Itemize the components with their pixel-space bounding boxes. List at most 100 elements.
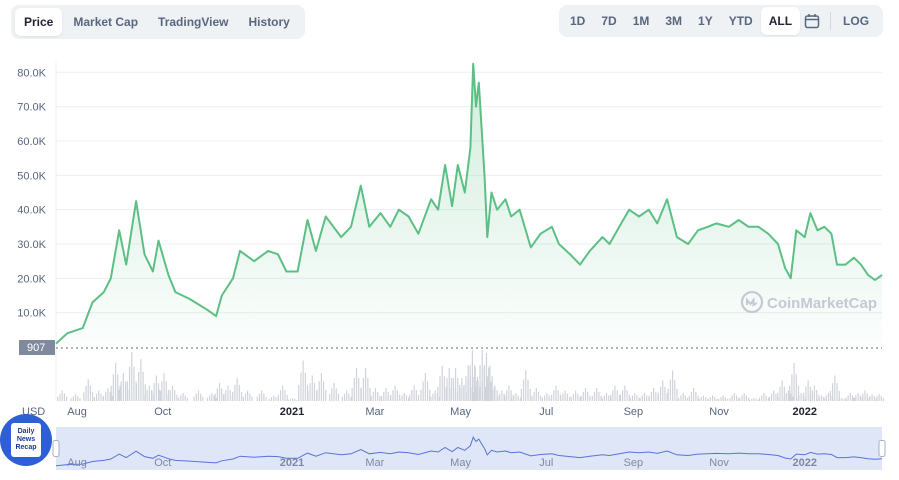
range-1d[interactable]: 1D <box>570 14 586 28</box>
volume-bar <box>422 381 424 401</box>
range-ytd[interactable]: YTD <box>728 14 753 28</box>
volume-bar <box>745 395 748 401</box>
volume-bar <box>823 397 825 401</box>
volume-bar <box>572 393 575 401</box>
volume-bar <box>59 393 61 401</box>
volume-bar <box>678 397 680 401</box>
volume-bar <box>793 363 795 401</box>
volume-bar <box>409 394 411 401</box>
volume-bar <box>109 391 111 401</box>
volume-bar <box>381 395 383 401</box>
volume-bar <box>392 390 394 401</box>
volume-bar <box>93 396 95 401</box>
volume-bar <box>540 395 542 401</box>
navigator-line <box>55 436 883 467</box>
volume-bar <box>860 396 862 401</box>
range-1m[interactable]: 1M <box>632 14 650 28</box>
watermark: CoinMarketCap <box>740 290 877 314</box>
volume-bar <box>866 393 868 401</box>
volume-bar <box>827 393 830 401</box>
x-axis: Aug Oct 2021 Mar May Jul Sep Nov 2022 <box>67 406 817 418</box>
volume-bar <box>399 397 401 401</box>
volume-bar <box>553 390 555 401</box>
volume-bar <box>589 395 591 401</box>
volume-bar <box>729 397 731 401</box>
range-7d[interactable]: 7D <box>601 14 617 28</box>
volume-bar <box>142 371 144 401</box>
volume-bar <box>790 393 792 401</box>
volume-bar <box>787 390 790 401</box>
volume-bar <box>533 391 535 401</box>
volume-bar <box>557 390 559 401</box>
volume-bar <box>343 393 346 401</box>
volume-bar <box>454 368 457 401</box>
volume-bar <box>180 395 182 401</box>
volume-bar <box>624 385 626 401</box>
calendar-icon[interactable] <box>804 13 820 29</box>
volume-bar <box>753 398 755 401</box>
volume-bar <box>560 396 562 401</box>
volume-bar <box>184 395 186 401</box>
volume-bar <box>646 395 648 401</box>
range-all[interactable]: ALL <box>760 7 801 35</box>
volume-bar <box>657 392 659 401</box>
volume-bar <box>618 394 620 401</box>
volume-bar <box>459 384 461 401</box>
volume-bar <box>417 394 420 401</box>
log-scale-toggle[interactable]: LOG <box>843 14 870 28</box>
volume-bar <box>311 375 313 401</box>
volume-bar <box>591 395 593 401</box>
navigator-tick-label: Jul <box>539 457 553 469</box>
volume-bar <box>655 391 657 401</box>
tab-tradingview[interactable]: TradingView <box>158 15 229 29</box>
volume-bar <box>249 393 251 401</box>
current-price-label: 907 <box>19 340 55 355</box>
x-tick-label: Sep <box>624 406 644 418</box>
volume-bar <box>494 385 496 401</box>
volume-bar <box>789 385 791 401</box>
x-tick-label: Nov <box>709 406 729 418</box>
volume-bar <box>619 394 622 401</box>
volume-bar <box>796 397 798 401</box>
volume-bar <box>472 377 474 401</box>
tab-price[interactable]: Price <box>15 8 63 36</box>
volume-bar <box>603 395 605 401</box>
volume-bar <box>792 396 794 401</box>
y-axis: 10.0K 20.0K 30.0K 40.0K 50.0K 60.0K 70.0K 80.0K <box>17 67 46 319</box>
volume-bar <box>716 398 718 401</box>
volume-bar <box>520 388 522 401</box>
volume-bar <box>773 390 775 401</box>
current-price-text: 907 <box>27 342 45 354</box>
volume-bar <box>367 377 369 401</box>
tab-history[interactable]: History <box>248 15 290 29</box>
volume-bar <box>841 398 843 401</box>
volume-bar <box>508 385 510 401</box>
volume-bar <box>300 372 302 401</box>
volume-bar <box>275 397 277 401</box>
volume-bar <box>839 398 841 401</box>
volume-bar <box>726 398 729 401</box>
volume-bar <box>441 365 443 401</box>
volume-bar <box>89 385 92 401</box>
badge-line-3: Recap <box>15 444 37 451</box>
navigator-right-handle[interactable] <box>878 440 886 457</box>
volume-bar <box>531 395 533 401</box>
x-tick-label: Oct <box>154 406 171 418</box>
range-1y[interactable]: 1Y <box>698 14 713 28</box>
volume-bar <box>415 390 417 401</box>
volume-bar <box>767 397 769 401</box>
daily-news-recap-badge[interactable]: Daily News Recap <box>0 411 55 469</box>
volume-bar <box>803 392 805 401</box>
tab-market-cap[interactable]: Market Cap <box>73 15 139 29</box>
volume-bar <box>242 396 244 401</box>
volume-bar <box>309 383 311 401</box>
volume-bar <box>705 397 707 401</box>
volume-bar <box>284 390 286 401</box>
navigator-left-handle[interactable] <box>52 440 60 457</box>
volume-bar <box>307 390 309 401</box>
volume-bar <box>70 398 72 401</box>
volume-bar <box>795 374 797 401</box>
range-3m[interactable]: 3M <box>665 14 683 28</box>
volume-bar <box>144 384 146 401</box>
volume-bar <box>682 393 684 401</box>
